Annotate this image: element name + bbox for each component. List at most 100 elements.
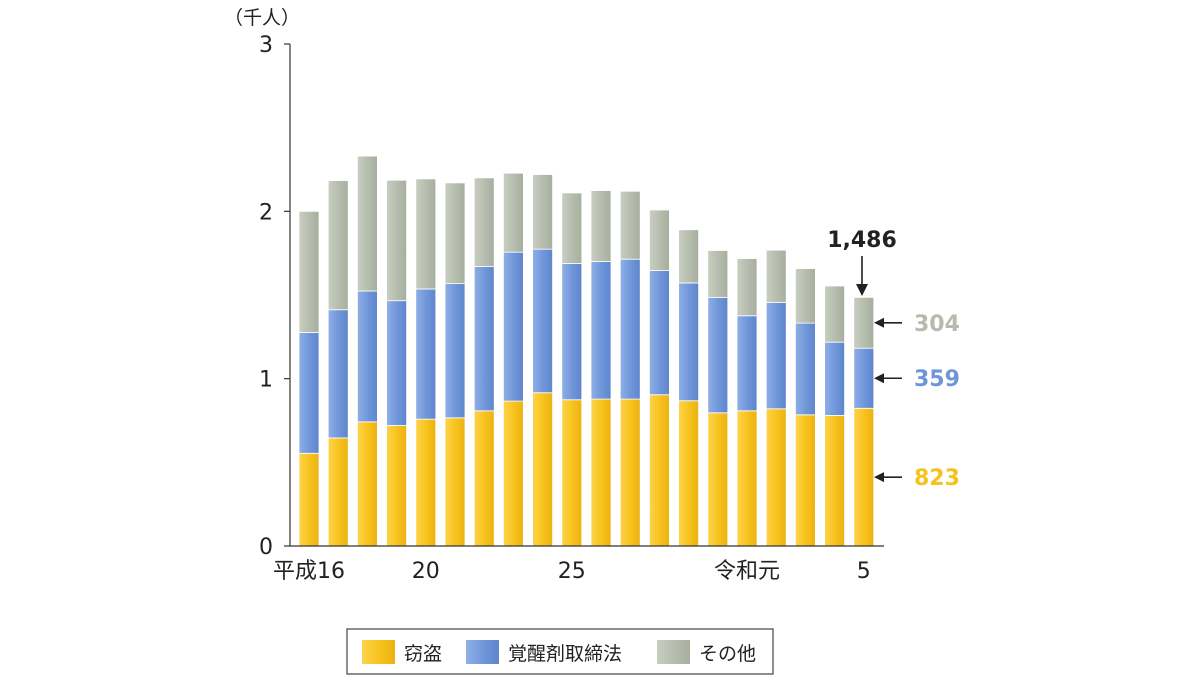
bar-segment-theft bbox=[561, 399, 583, 547]
bar-segment-other bbox=[795, 268, 816, 324]
bar-segment-stimulants-control-act bbox=[853, 347, 875, 409]
bar-stack bbox=[707, 250, 729, 547]
series-value-label-other: 304 bbox=[914, 312, 960, 337]
bar-segment-theft bbox=[356, 421, 378, 547]
bar-segment-stimulants-control-act bbox=[298, 332, 320, 454]
bar-stack bbox=[415, 178, 437, 547]
legend-swatch-other bbox=[657, 640, 690, 664]
bar-segment-stimulants-control-act bbox=[795, 322, 816, 416]
bar-stack bbox=[853, 296, 875, 547]
bar-segment-theft bbox=[795, 414, 816, 547]
bar-segment-other bbox=[853, 296, 875, 349]
bar-segment-other bbox=[415, 178, 437, 290]
bar-segment-stimulants-control-act bbox=[415, 288, 437, 420]
bar-segment-other bbox=[707, 250, 729, 298]
y-tick-label: 3 bbox=[259, 33, 273, 58]
bar-stack bbox=[736, 258, 758, 547]
bar-segment-theft bbox=[649, 394, 670, 547]
value-annotations: 1,486 823 359 304 bbox=[827, 228, 960, 491]
y-tick-label: 2 bbox=[259, 200, 273, 225]
bar-segment-theft bbox=[590, 398, 612, 547]
bar-segment-stimulants-control-act bbox=[824, 341, 845, 416]
bar-segment-stimulants-control-act bbox=[561, 263, 583, 401]
bar-stack bbox=[298, 210, 320, 547]
x-tick-label: 25 bbox=[558, 559, 586, 584]
bar-segment-other bbox=[502, 172, 524, 253]
y-tick-label: 1 bbox=[259, 368, 273, 393]
bar-segment-other bbox=[386, 179, 408, 302]
legend: 窃盗 覚醒剤取締法 その他 bbox=[346, 628, 774, 675]
bar-series-group bbox=[298, 155, 875, 547]
x-tick-label: 5 bbox=[857, 559, 871, 584]
y-axis-ticks: 0 1 2 3 bbox=[259, 33, 290, 560]
bar-segment-other bbox=[678, 229, 699, 284]
bar-stack bbox=[386, 179, 408, 547]
bar-segment-stimulants-control-act bbox=[765, 301, 787, 410]
bar-segment-stimulants-control-act bbox=[473, 266, 495, 412]
bar-segment-other bbox=[619, 190, 641, 260]
series-value-label-theft: 823 bbox=[914, 466, 960, 491]
bar-segment-stimulants-control-act bbox=[444, 283, 466, 419]
series-value-callouts: 823 359 304 bbox=[874, 312, 960, 491]
y-tick-label: 0 bbox=[259, 535, 273, 560]
bar-segment-other bbox=[649, 209, 670, 271]
legend-swatch-theft bbox=[362, 640, 395, 664]
bar-segment-theft bbox=[824, 415, 845, 547]
bar-segment-stimulants-control-act bbox=[502, 251, 524, 402]
bar-segment-theft bbox=[678, 400, 699, 547]
bar-stack bbox=[502, 172, 524, 547]
series-value-label-stimulants-control-act: 359 bbox=[914, 367, 960, 392]
total-arrow-head bbox=[856, 284, 868, 296]
x-axis: 平成16 20 25 令和元 5 bbox=[273, 545, 884, 584]
bar-stack bbox=[678, 229, 699, 547]
callout-arrow-head bbox=[874, 317, 884, 328]
bar-stack bbox=[824, 285, 845, 547]
bar-segment-other bbox=[298, 210, 320, 333]
bar-segment-theft bbox=[502, 400, 524, 547]
x-tick-label: 20 bbox=[412, 559, 440, 584]
bar-segment-stimulants-control-act bbox=[678, 282, 699, 402]
bar-segment-other bbox=[327, 180, 349, 311]
bar-segment-stimulants-control-act bbox=[356, 290, 378, 423]
bar-stack bbox=[649, 209, 670, 547]
bar-segment-stimulants-control-act bbox=[386, 300, 408, 426]
legend-box bbox=[346, 628, 774, 675]
bar-segment-other bbox=[765, 249, 787, 303]
bar-segment-other bbox=[590, 190, 612, 262]
bar-stack bbox=[590, 190, 612, 547]
bar-segment-stimulants-control-act bbox=[327, 309, 349, 439]
bar-segment-stimulants-control-act bbox=[736, 315, 758, 412]
bar-stack bbox=[532, 174, 553, 547]
legend-label-other: その他 bbox=[699, 643, 756, 665]
bar-stack bbox=[619, 190, 641, 547]
bar-segment-stimulants-control-act bbox=[649, 270, 670, 396]
bar-segment-theft bbox=[415, 418, 437, 547]
bar-segment-stimulants-control-act bbox=[590, 261, 612, 400]
bar-segment-other bbox=[473, 177, 495, 267]
bar-segment-theft bbox=[473, 410, 495, 547]
x-axis-tick-labels: 平成16 20 25 令和元 5 bbox=[273, 559, 871, 584]
bar-stack bbox=[795, 268, 816, 547]
bar-stack bbox=[765, 249, 787, 547]
x-tick-label: 平成16 bbox=[273, 559, 345, 584]
bar-segment-stimulants-control-act bbox=[707, 296, 729, 414]
y-axis: 0 1 2 3 bbox=[259, 33, 291, 560]
legend-label-stimulants-control-act: 覚醒剤取締法 bbox=[508, 643, 622, 665]
bar-segment-theft bbox=[444, 417, 466, 547]
bar-segment-other bbox=[356, 155, 378, 292]
total-value-label: 1,486 bbox=[827, 228, 897, 253]
bar-segment-theft bbox=[707, 412, 729, 547]
legend-swatch-stimulants-control-act bbox=[466, 640, 499, 664]
bar-segment-theft bbox=[853, 407, 875, 547]
bar-stack bbox=[356, 155, 378, 547]
legend-items: 窃盗 覚醒剤取締法 その他 bbox=[362, 640, 756, 665]
bar-segment-theft bbox=[327, 437, 349, 547]
bar-segment-theft bbox=[765, 408, 787, 547]
callout-arrow-head bbox=[874, 373, 884, 384]
bar-segment-other bbox=[532, 174, 553, 250]
bar-segment-other bbox=[444, 182, 466, 285]
legend-label-theft: 窃盗 bbox=[404, 643, 442, 665]
bar-segment-stimulants-control-act bbox=[532, 248, 553, 394]
